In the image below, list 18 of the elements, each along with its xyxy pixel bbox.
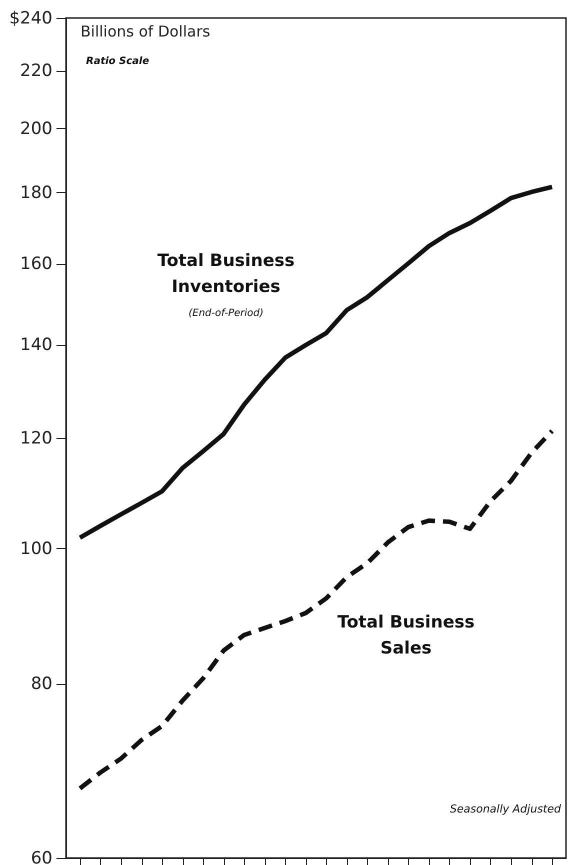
line-series (78, 184, 554, 540)
series-label: Total Business Sales (337, 612, 475, 658)
y-tick-label: 100 (20, 538, 52, 559)
y-tick-label: 220 (20, 61, 52, 82)
text: Total Business Inventories (157, 251, 295, 298)
y-tick-label: 140 (20, 335, 52, 356)
y-tick-label: 60 (30, 848, 52, 865)
y-tick-label: 120 (20, 428, 52, 448)
y-tick-label: 160 (20, 254, 52, 274)
y-tick-label: 180 (20, 182, 52, 203)
y-axis-title: Billions of Dollars (80, 22, 210, 40)
annotation: Ratio Scale (86, 56, 150, 67)
line-series (78, 428, 554, 791)
annotation: (End-of-Period) (188, 308, 264, 319)
y-tick-label: 80 (30, 674, 52, 694)
annotation: Seasonally Adjusted (450, 802, 562, 816)
y-tick-label: $240 (9, 8, 52, 28)
y-tick-label: 200 (20, 118, 52, 139)
